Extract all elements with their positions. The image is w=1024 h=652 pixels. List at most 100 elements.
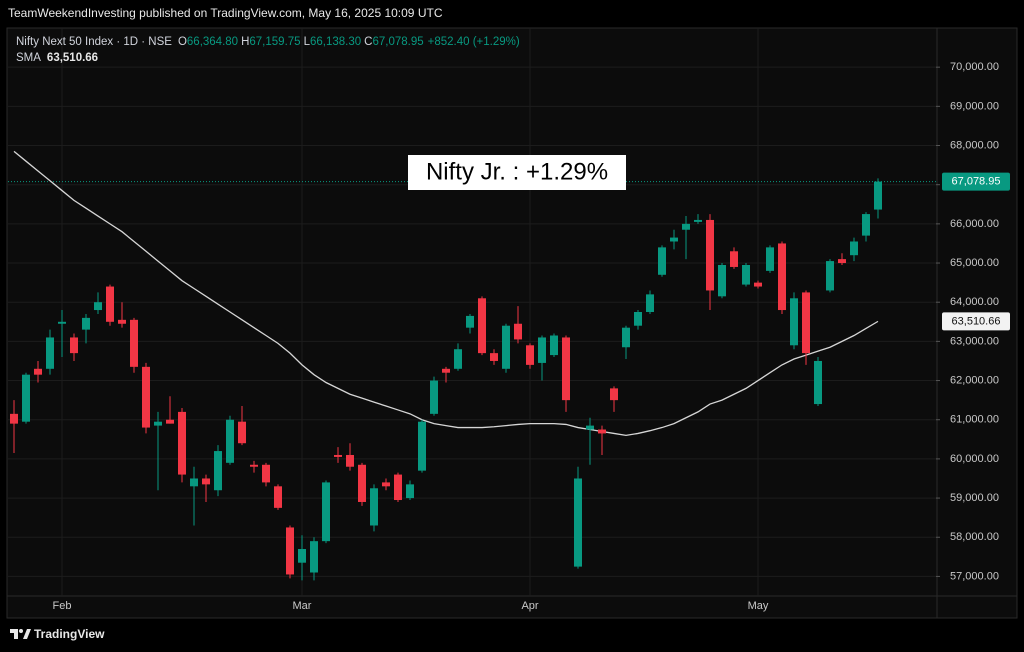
candle-body bbox=[382, 482, 390, 487]
publisher-header: TeamWeekendInvesting published on Tradin… bbox=[8, 6, 443, 20]
last-price-tag-label: 67,078.95 bbox=[952, 176, 1001, 188]
candle-body bbox=[334, 454, 342, 457]
candle-body bbox=[418, 421, 426, 471]
legend-line: Nifty Next 50 Index · 1D · NSE O66,364.80… bbox=[16, 36, 520, 48]
candle-body bbox=[790, 298, 798, 346]
candle-body bbox=[646, 294, 654, 312]
candle-body bbox=[670, 237, 678, 242]
candle-body bbox=[586, 425, 594, 430]
candle-body bbox=[94, 302, 102, 311]
legend-ohlc-value: 67,159.75 bbox=[249, 36, 300, 48]
legend-ohlc-key: H bbox=[241, 36, 249, 48]
candle-body bbox=[574, 478, 582, 567]
candle-body bbox=[34, 368, 42, 375]
candle-body bbox=[58, 321, 66, 324]
y-tick-label: 62,000.00 bbox=[950, 374, 999, 386]
y-tick-label: 57,000.00 bbox=[950, 570, 999, 582]
candle-body bbox=[346, 454, 354, 467]
candle-body bbox=[250, 464, 258, 467]
candle-body bbox=[862, 214, 870, 236]
sma-price-tag-label: 63,510.66 bbox=[952, 315, 1001, 327]
candle-body bbox=[130, 319, 138, 367]
candle-body bbox=[178, 411, 186, 475]
candle-body bbox=[658, 247, 666, 275]
candle-body bbox=[634, 312, 642, 326]
candle-body bbox=[370, 488, 378, 526]
candle-body bbox=[526, 345, 534, 365]
y-tick-label: 69,000.00 bbox=[950, 100, 999, 112]
legend-change: +852.40 (+1.29%) bbox=[428, 36, 520, 48]
candle-body bbox=[322, 482, 330, 542]
x-tick-label: Apr bbox=[521, 600, 538, 612]
candle-body bbox=[610, 388, 618, 401]
legend-sma-name: SMA bbox=[16, 52, 41, 64]
candle-body bbox=[682, 223, 690, 230]
candle-body bbox=[814, 360, 822, 405]
candle-body bbox=[262, 464, 270, 483]
candle-body bbox=[274, 486, 282, 508]
candle-body bbox=[466, 315, 474, 328]
legend-ohlc-value: 66,138.30 bbox=[310, 36, 361, 48]
candle-body bbox=[730, 251, 738, 267]
candle-body bbox=[850, 241, 858, 256]
y-tick-label: 63,000.00 bbox=[950, 335, 999, 347]
legend-ohlc-key: O bbox=[178, 36, 187, 48]
legend-ohlc-value: 67,078.95 bbox=[372, 36, 423, 48]
candle-body bbox=[538, 337, 546, 363]
candle-body bbox=[874, 181, 882, 210]
candle-body bbox=[550, 335, 558, 356]
legend-ohlc-value: 66,364.80 bbox=[187, 36, 238, 48]
y-tick-label: 70,000.00 bbox=[950, 61, 999, 73]
candle-body bbox=[454, 349, 462, 369]
last-price-tag bbox=[942, 172, 1010, 191]
candle-body bbox=[70, 337, 78, 354]
candle-body bbox=[694, 219, 702, 222]
candle-body bbox=[286, 527, 294, 575]
candle-body bbox=[826, 261, 834, 291]
candle-body bbox=[394, 474, 402, 501]
candle-body bbox=[502, 325, 510, 369]
candle-body bbox=[118, 319, 126, 324]
candle-body bbox=[442, 368, 450, 373]
candle-body bbox=[166, 419, 174, 424]
candle-body bbox=[406, 484, 414, 499]
y-tick-label: 58,000.00 bbox=[950, 531, 999, 543]
candle-body bbox=[106, 286, 114, 322]
chart-frame bbox=[6, 27, 1018, 619]
candle-body bbox=[490, 353, 498, 361]
candle-body bbox=[226, 419, 234, 463]
candle-body bbox=[82, 317, 90, 330]
candle-body bbox=[514, 323, 522, 340]
candle-body bbox=[202, 478, 210, 485]
y-tick-label: 66,000.00 bbox=[950, 218, 999, 230]
candle-body bbox=[622, 327, 630, 348]
candle-body bbox=[310, 541, 318, 573]
candle-body bbox=[562, 337, 570, 401]
candle-body bbox=[766, 247, 774, 271]
x-tick-label: Feb bbox=[53, 600, 72, 612]
candle-body bbox=[22, 374, 30, 422]
tv-logo bbox=[10, 629, 31, 639]
candle-body bbox=[214, 451, 222, 491]
legend-ohlc-key: C bbox=[364, 36, 372, 48]
candle-body bbox=[754, 282, 762, 287]
y-tick-label: 68,000.00 bbox=[950, 139, 999, 151]
candle-body bbox=[802, 292, 810, 354]
candle-body bbox=[298, 548, 306, 563]
x-tick-label: Mar bbox=[293, 600, 312, 612]
y-tick-label: 64,000.00 bbox=[950, 296, 999, 308]
candle-body bbox=[10, 413, 18, 424]
legend-ohlc-key: L bbox=[304, 36, 311, 48]
candle-body bbox=[430, 380, 438, 414]
y-tick-label: 61,000.00 bbox=[950, 414, 999, 426]
legend-sma-value: 63,510.66 bbox=[47, 52, 98, 64]
candle-body bbox=[358, 464, 366, 502]
x-tick-label: May bbox=[748, 600, 769, 612]
annotation-box bbox=[408, 155, 626, 190]
sma-line bbox=[13, 150, 879, 437]
candle-body bbox=[142, 366, 150, 428]
sma-price-tag bbox=[942, 312, 1010, 331]
candle-body bbox=[190, 478, 198, 487]
legend-symbol: Nifty Next 50 Index · 1D · NSE bbox=[16, 36, 172, 48]
candle-body bbox=[598, 429, 606, 434]
